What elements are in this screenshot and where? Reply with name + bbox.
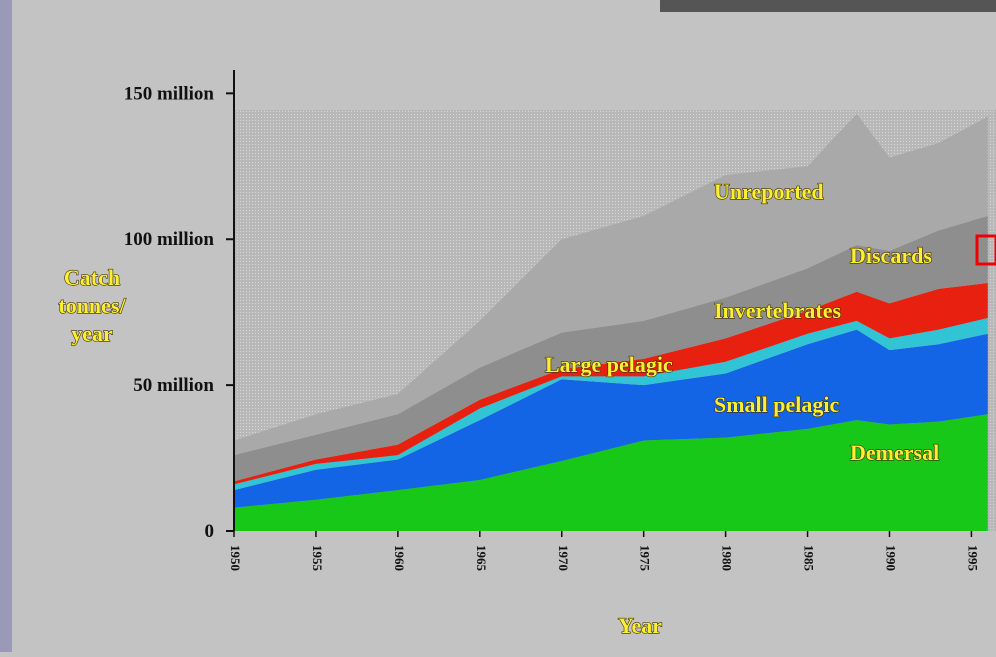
x-tick-label: 1975 xyxy=(638,545,653,572)
y-tick-label: 100 million xyxy=(124,229,215,250)
series-label: Invertebrates xyxy=(714,298,842,323)
y-axis-label: year xyxy=(71,321,113,346)
y-axis-label: tonnes/ xyxy=(58,293,126,318)
series-label: Large pelagic xyxy=(545,352,673,377)
area xyxy=(234,329,988,508)
x-tick-label: 1955 xyxy=(310,545,325,572)
series-label: Discards xyxy=(850,243,932,268)
x-tick-label: 1960 xyxy=(392,545,407,571)
y-axis-label: Catch xyxy=(64,265,120,290)
series-label: Demersal xyxy=(850,440,939,465)
x-tick-label: 1980 xyxy=(720,545,735,571)
x-tick-label: 1995 xyxy=(965,545,980,572)
x-tick-label: 1965 xyxy=(474,545,489,572)
y-tick-label: 150 million xyxy=(124,83,215,104)
photo-edge xyxy=(660,0,996,12)
x-tick-label: 1985 xyxy=(802,545,817,572)
area xyxy=(234,113,988,456)
highlight-box xyxy=(975,234,996,266)
series-label: Unreported xyxy=(714,179,824,204)
series-label: Small pelagic xyxy=(714,392,840,417)
frame-strip xyxy=(0,0,12,652)
area xyxy=(234,215,988,482)
x-axis-label: Year xyxy=(618,613,662,638)
y-tick-label: 50 million xyxy=(133,375,214,396)
x-tick-label: 1970 xyxy=(556,545,571,571)
area xyxy=(234,318,988,491)
area xyxy=(234,414,988,531)
x-tick-label: 1950 xyxy=(228,545,243,571)
y-tick-label: 0 xyxy=(205,521,215,542)
x-tick-label: 1990 xyxy=(883,545,898,571)
area xyxy=(234,282,988,485)
